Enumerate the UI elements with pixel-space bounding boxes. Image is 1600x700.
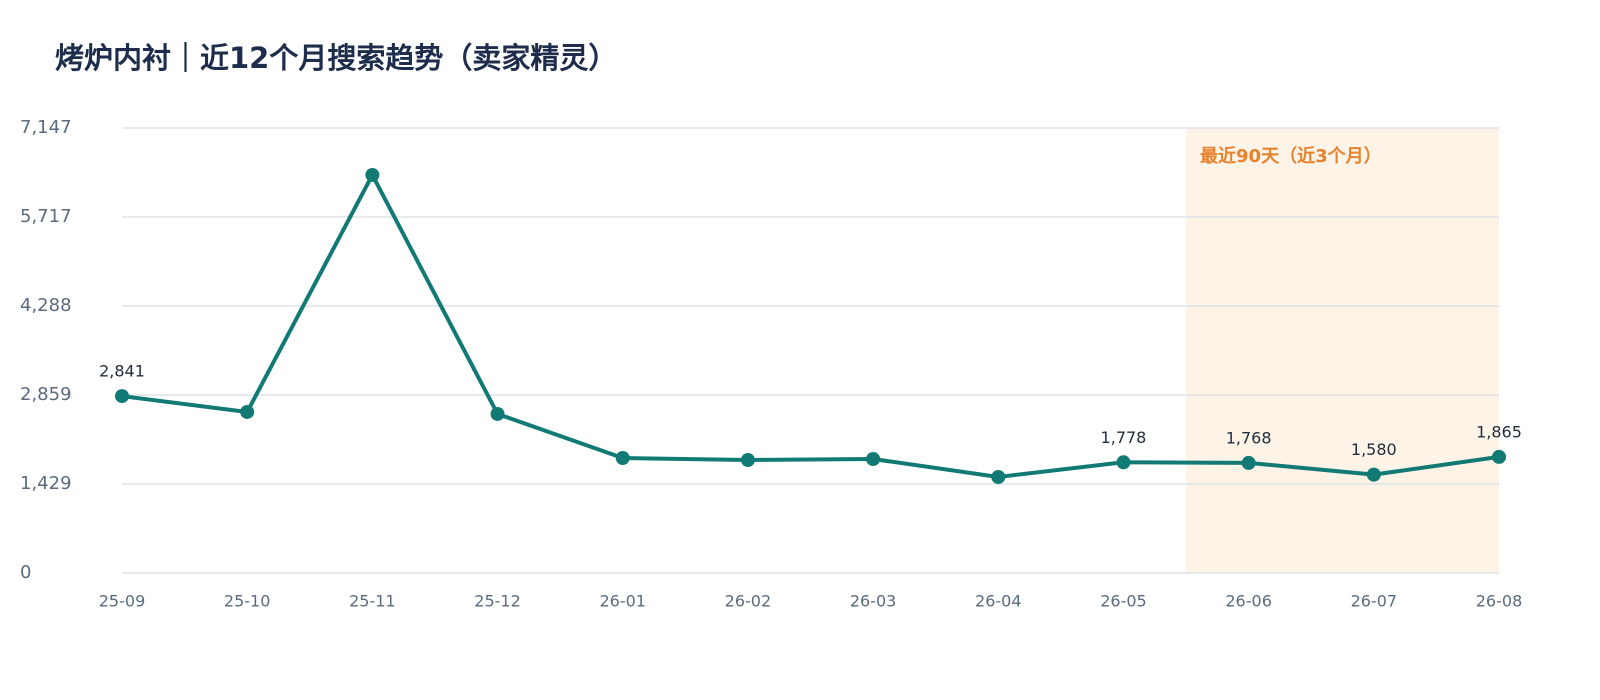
- point: [866, 451, 881, 466]
- y-tick-label: 4,288: [20, 295, 72, 316]
- x-tick-label: 26-02: [725, 592, 772, 611]
- point: [991, 469, 1006, 484]
- point: [740, 452, 755, 467]
- point: [1116, 455, 1131, 470]
- x-tick-label: 26-06: [1225, 592, 1272, 611]
- y-tick-label: 5,717: [20, 206, 72, 227]
- y-tick-label: 7,147: [20, 117, 72, 138]
- x-tick-label: 26-08: [1476, 592, 1523, 611]
- point: [1241, 455, 1256, 470]
- x-tick-label: 25-10: [224, 592, 271, 611]
- point: [615, 450, 630, 465]
- line: [121, 172, 1500, 479]
- x-tick-label: 26-04: [975, 592, 1022, 611]
- point: [1366, 467, 1381, 482]
- y-tick-label: 0: [20, 562, 31, 583]
- data-label: 1,768: [1226, 428, 1272, 447]
- x-tick-label: 25-11: [349, 592, 396, 611]
- point: [365, 167, 380, 182]
- point: [115, 389, 129, 404]
- highlight-label: 最近90天（近3个月）: [1200, 145, 1382, 167]
- x-tick-label: 26-03: [850, 592, 897, 611]
- chart-title: 烤炉内衬｜近12个月搜索趋势（卖家精灵）: [55, 41, 617, 75]
- data-label: 2,841: [99, 362, 145, 381]
- x-tick-label: 26-01: [599, 592, 646, 611]
- x-tick-label: 26-07: [1351, 592, 1398, 611]
- y-tick-label: 2,859: [20, 384, 72, 405]
- x-tick-label: 25-12: [474, 592, 521, 611]
- data-label: 1,580: [1351, 440, 1397, 459]
- point: [240, 404, 255, 419]
- highlight-region: [1186, 128, 1499, 573]
- x-tick-label: 26-05: [1100, 592, 1147, 611]
- x-tick-label: 25-09: [99, 592, 146, 611]
- data-label: 1,865: [1476, 422, 1522, 441]
- data-label: 1,778: [1101, 428, 1147, 447]
- y-tick-label: 1,429: [20, 473, 72, 494]
- point: [1492, 449, 1506, 464]
- point: [490, 406, 505, 421]
